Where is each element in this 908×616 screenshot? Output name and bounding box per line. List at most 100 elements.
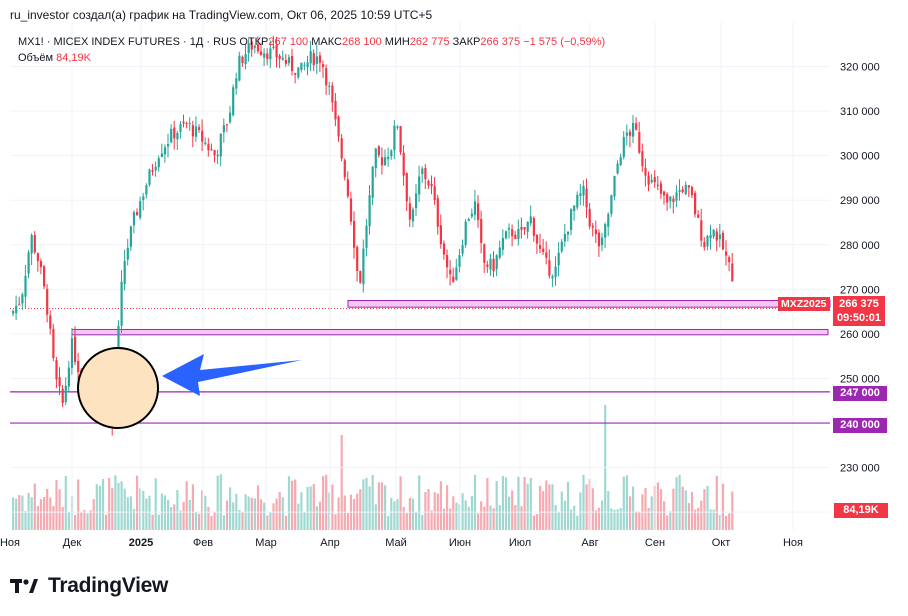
volume-bar	[666, 515, 669, 530]
volume-bar	[675, 477, 678, 530]
candle-body	[337, 116, 340, 137]
candle-body	[328, 85, 331, 87]
volume-bar	[597, 507, 601, 530]
x-tick-label: Сен	[645, 537, 665, 549]
volume-bar	[52, 506, 55, 530]
volume-bar	[136, 475, 139, 530]
volume-bar	[632, 486, 635, 530]
volume-bar	[340, 435, 343, 530]
candle-body	[433, 186, 436, 201]
candle-body	[353, 220, 356, 248]
volume-bar	[263, 502, 266, 530]
volume-bar	[656, 482, 659, 530]
tradingview-logo[interactable]: TradingView	[10, 574, 168, 598]
volume-bar	[275, 498, 278, 530]
volume-bar	[560, 491, 563, 530]
volume-bar	[105, 514, 108, 530]
candle-body	[638, 132, 641, 153]
candle-body	[185, 123, 188, 125]
volume-bar	[309, 486, 312, 530]
candle-body	[520, 226, 523, 230]
candle-body	[43, 266, 46, 287]
volume-bar	[607, 490, 610, 530]
chart-legend: MX1! · MICEX INDEX FUTURES · 1Д · RUS ОТ…	[18, 36, 605, 48]
candle-body	[418, 176, 421, 195]
volume-bar	[213, 511, 216, 530]
volume-bar	[176, 489, 179, 530]
volume-bar	[306, 486, 309, 530]
candle-body	[70, 338, 74, 368]
volume-bar	[322, 476, 325, 530]
candle-body	[393, 125, 396, 151]
candle-body	[33, 234, 36, 253]
candle-body	[15, 305, 18, 314]
volume-bar	[201, 490, 204, 530]
volume-bar	[455, 502, 458, 530]
volume-bar	[120, 481, 123, 530]
volume-bar	[418, 475, 421, 530]
candle-body	[495, 255, 498, 269]
candle-body	[210, 149, 213, 151]
volume-bar	[216, 475, 219, 530]
volume-bar	[74, 514, 77, 530]
candle-body	[260, 51, 263, 55]
candle-body	[402, 152, 405, 176]
x-tick-label: Фев	[193, 537, 213, 549]
volume-bar	[659, 489, 663, 530]
tradingview-logo-icon	[10, 579, 38, 593]
volume-bar	[55, 479, 58, 530]
volume-bar	[439, 481, 442, 530]
candle-body	[148, 169, 151, 185]
candle-body	[492, 258, 495, 272]
volume-bar	[554, 505, 557, 530]
volume-bar	[365, 477, 368, 530]
candle-body	[241, 56, 244, 64]
candle-body	[55, 360, 58, 380]
volume-bar	[287, 476, 291, 530]
candle-body	[619, 157, 622, 166]
volume-bar	[728, 513, 731, 530]
candle-body	[191, 125, 194, 137]
volume-bar	[594, 510, 597, 530]
candle-body	[356, 246, 359, 272]
candle-body	[315, 56, 318, 64]
candle-body	[46, 288, 49, 315]
y-tick-label: 310 000	[840, 106, 880, 118]
volume-bar	[585, 484, 588, 530]
candle-body	[312, 53, 315, 66]
candle-body	[179, 124, 182, 132]
volume-bar	[625, 475, 628, 530]
x-tick-label: Апр	[320, 537, 339, 549]
volume-bar	[684, 490, 687, 530]
volume-bar	[669, 511, 672, 530]
candle-body	[551, 276, 554, 279]
volume-bar	[461, 493, 464, 530]
x-tick-label: Дек	[63, 537, 82, 549]
candle-body	[120, 281, 123, 326]
volume-bar	[374, 504, 377, 530]
legend-change: −1 575 (−0,59%)	[523, 36, 606, 48]
candle-body	[253, 45, 256, 48]
volume-bar	[15, 498, 18, 530]
candle-body	[532, 217, 535, 236]
volume-bar	[706, 485, 709, 530]
x-tick-label: Июн	[449, 537, 471, 549]
candle-body	[142, 196, 145, 200]
candle-body	[666, 194, 669, 203]
candle-body	[176, 132, 179, 140]
candle-body	[399, 126, 402, 153]
volume-bar	[328, 492, 331, 530]
candle-body	[219, 133, 222, 157]
volume-bar	[486, 477, 489, 530]
volume-bar	[489, 505, 492, 530]
volume-bar	[123, 488, 126, 530]
volume-bar	[238, 509, 241, 530]
volume-bar	[204, 495, 207, 530]
candle-body	[570, 209, 573, 230]
volume-bar	[256, 485, 260, 530]
candle-body	[501, 237, 504, 250]
volume-bar	[650, 496, 653, 530]
volume-bar	[678, 474, 681, 530]
candle-body	[529, 216, 532, 224]
